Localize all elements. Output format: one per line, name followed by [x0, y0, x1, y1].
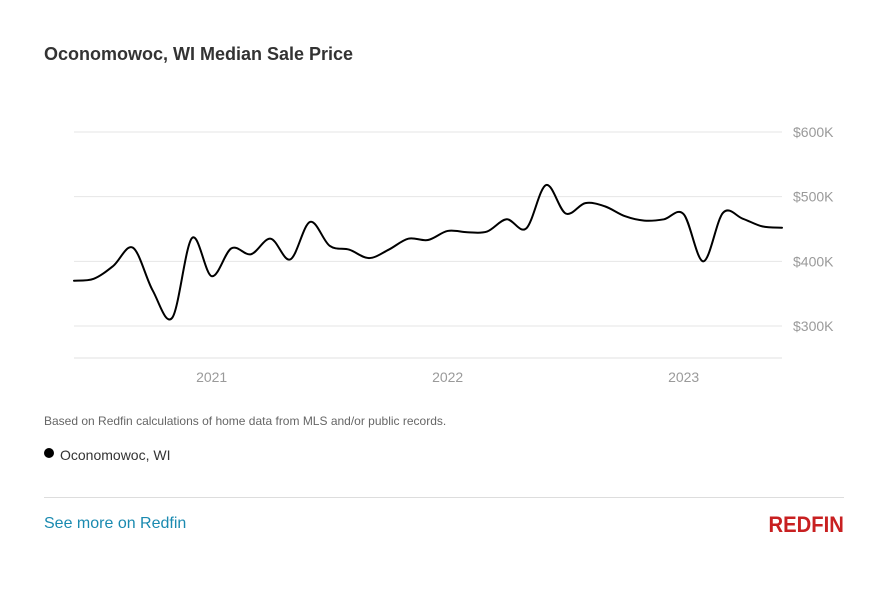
- data-source-footnote: Based on Redfin calculations of home dat…: [44, 414, 447, 428]
- series-line: [73, 184, 783, 321]
- chart-title: Oconomowoc, WI Median Sale Price: [44, 44, 354, 64]
- x-tick-label: 2023: [668, 369, 699, 385]
- y-tick-label: $400K: [793, 253, 834, 269]
- redfin-logo: REDFIN: [768, 512, 844, 537]
- y-tick-label: $600K: [793, 124, 834, 140]
- see-more-link[interactable]: See more on Redfin: [44, 515, 187, 532]
- legend: Oconomowoc, WI: [44, 447, 170, 463]
- line-chart: $300K $400K $500K $600K 2021 2022 2023: [73, 124, 834, 385]
- y-tick-label: $300K: [793, 318, 834, 334]
- x-tick-label: 2022: [432, 369, 463, 385]
- legend-marker: [44, 448, 54, 458]
- footer-divider: [44, 497, 844, 498]
- legend-label: Oconomowoc, WI: [60, 447, 171, 463]
- y-tick-label: $500K: [793, 189, 834, 205]
- x-tick-label: 2021: [196, 369, 227, 385]
